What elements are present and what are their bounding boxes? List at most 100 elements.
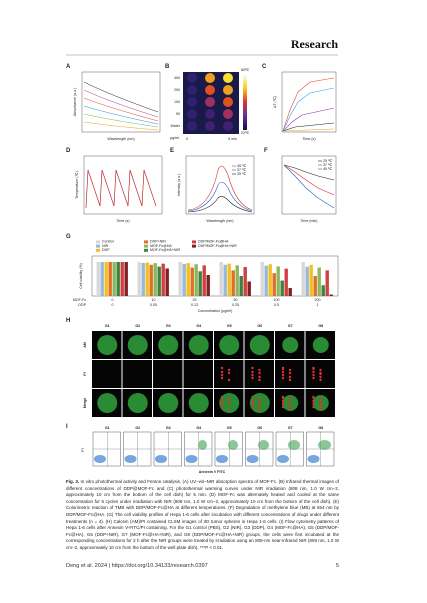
column-label: G8 (318, 324, 323, 328)
curve (187, 165, 253, 211)
cell-sphere (127, 335, 148, 355)
curve (282, 107, 335, 132)
bar (231, 270, 235, 296)
curve (187, 196, 253, 213)
thermal-spot (223, 121, 233, 131)
legend-label: NIR (102, 244, 109, 248)
panel-b: 80℃ 22℃ μg/ml 0 5 min 400 200 100 50 Water (170, 68, 250, 141)
cell-sphere (188, 393, 209, 413)
cell-population (94, 455, 106, 463)
dead-cell (251, 399, 254, 403)
panel-e: Wavelength (nm) Intensity (a.u.) 45 ℃37 … (177, 155, 255, 223)
curve (283, 164, 335, 196)
cell-sphere (188, 335, 209, 355)
x-tick-label: 100 (274, 298, 280, 302)
footer: Deng et al. 2024 | https://doi.org/10.34… (66, 563, 339, 569)
thermal-spot (205, 109, 215, 119)
thermal-spot (223, 85, 233, 95)
legend-label: MOF-Fc@HA (150, 244, 172, 248)
column-label: G5 (227, 426, 232, 430)
dead-cell (319, 407, 322, 411)
scale-max: 80℃ (241, 68, 250, 72)
column-label: G8 (318, 426, 323, 430)
column-label: G7 (288, 324, 293, 328)
dead-cell (258, 375, 261, 379)
bar (325, 270, 329, 296)
plot-frame (281, 155, 337, 215)
dead-cell (288, 407, 292, 411)
legend-label: MOF-Fc@HA+NIR (150, 248, 181, 252)
legend-swatch (96, 248, 100, 252)
bar (301, 262, 305, 296)
panel-i: Annexin V FITC PI G1 G2 G3 G4 G5 G6 G7 G8 (81, 426, 335, 474)
column-label: G3 (166, 324, 171, 328)
panel-letter: D (66, 148, 71, 154)
dead-cell (258, 400, 261, 404)
caption-label: Fig. 3. (66, 479, 80, 484)
y-axis-label: Cell viability (%) (79, 263, 83, 289)
dead-cell (227, 371, 231, 375)
bar (165, 268, 169, 296)
dead-cell (258, 404, 261, 408)
legend-swatch (192, 240, 196, 244)
legend-swatch (192, 244, 196, 248)
dead-cell (220, 366, 224, 370)
thermal-spot (205, 85, 215, 95)
dead-cell (227, 407, 231, 411)
curve (283, 164, 335, 181)
column-label: G1 (105, 426, 110, 430)
cell-population (246, 455, 259, 463)
y-axis-label: Intensity (a.u.) (177, 174, 181, 197)
bar (206, 275, 210, 296)
row-label: 50 (176, 112, 180, 116)
legend-label: 37 ℃ (323, 163, 333, 167)
cell-sphere (158, 393, 179, 413)
dead-cell (312, 396, 315, 400)
dead-cell (220, 373, 224, 377)
cell-population (155, 455, 167, 463)
dead-cell (251, 366, 254, 370)
curve (83, 81, 159, 113)
curve (282, 77, 335, 132)
cell-sphere (97, 335, 118, 355)
dead-cell (319, 401, 322, 405)
dead-cell (281, 396, 285, 400)
x-axis-label: Time (s) (302, 137, 315, 141)
thermal-spot (187, 73, 197, 83)
dead-cell (227, 400, 231, 404)
curve (282, 122, 335, 132)
curve (282, 87, 335, 132)
bar (124, 262, 128, 296)
row-label: Merge (83, 398, 87, 409)
plot-frame (91, 255, 339, 297)
legend-swatch (96, 244, 100, 248)
bar (178, 262, 182, 296)
dead-cell (281, 405, 285, 409)
dead-cell (319, 397, 322, 401)
dead-cell (312, 370, 315, 374)
legend-swatch (96, 240, 100, 244)
dead-cell (281, 367, 285, 371)
x-tick-label: 10 (152, 298, 156, 302)
dead-cell (251, 395, 254, 399)
x-tick-label: 25 (193, 298, 197, 302)
thermal-spot (187, 85, 197, 95)
panel-a: Wavelength (nm) Absorbance (a.u.) (73, 71, 161, 141)
dead-cell (288, 404, 292, 408)
panel-letter: H (66, 318, 70, 324)
journal-name: Research (291, 37, 338, 51)
bar (149, 264, 153, 296)
bar (280, 280, 284, 296)
legend-label: 37 ℃ (237, 168, 247, 172)
bar (247, 281, 251, 296)
plot-frame (281, 71, 337, 133)
legend-swatch (144, 240, 148, 244)
dead-cell (319, 375, 322, 379)
row-label: 100 (174, 100, 180, 104)
cell-sphere (249, 335, 270, 355)
bar (145, 262, 149, 296)
dead-cell (251, 376, 254, 380)
cell-sphere (127, 393, 148, 413)
cell-population (216, 455, 228, 463)
